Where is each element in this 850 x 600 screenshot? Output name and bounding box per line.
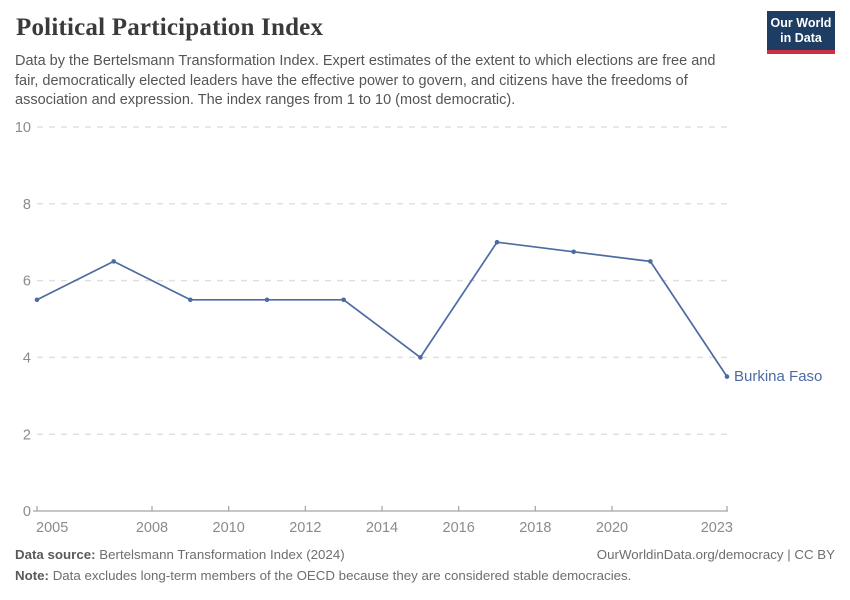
data-line-burkina-faso[interactable] bbox=[36, 241, 728, 378]
owid-logo-box: Our World in Data bbox=[767, 11, 835, 50]
owid-logo[interactable]: Our World in Data bbox=[767, 11, 835, 54]
data-point[interactable] bbox=[648, 259, 653, 264]
data-source-label: Data source: bbox=[15, 547, 96, 562]
data-source-value: Bertelsmann Transformation Index (2024) bbox=[99, 547, 345, 562]
note-label: Note: bbox=[15, 568, 49, 583]
x-tick-label: 2018 bbox=[519, 520, 551, 536]
x-tick-label: 2014 bbox=[366, 520, 398, 536]
y-tick-label: 0 bbox=[23, 504, 31, 520]
entity-label[interactable]: Burkina Faso bbox=[734, 368, 822, 385]
data-point[interactable] bbox=[188, 297, 193, 303]
x-tick-label: 2023 bbox=[701, 520, 733, 536]
data-point[interactable] bbox=[571, 249, 576, 255]
x-tick-label: 2005 bbox=[36, 520, 68, 536]
data-point[interactable] bbox=[418, 355, 423, 360]
y-tick-label: 8 bbox=[23, 197, 31, 213]
x-tick-label: 2016 bbox=[443, 520, 475, 536]
data-point[interactable] bbox=[724, 374, 730, 379]
data-point[interactable] bbox=[111, 259, 116, 264]
subtitle-line: Data by the Bertelsmann Transformation I… bbox=[15, 53, 716, 69]
chart-footer: Data source: Bertelsmann Transformation … bbox=[15, 546, 835, 584]
chart-subtitle: Data by the Bertelsmann Transformation I… bbox=[15, 52, 775, 111]
y-tick-label: 6 bbox=[23, 274, 31, 290]
owid-logo-stripe bbox=[767, 50, 835, 54]
data-point[interactable] bbox=[34, 297, 40, 303]
x-tick-label: 2020 bbox=[596, 520, 628, 536]
data-source-line: Data source: Bertelsmann Transformation … bbox=[15, 546, 345, 563]
note-line: Note: Data excludes long-term members of… bbox=[15, 567, 835, 584]
page-title: Political Participation Index bbox=[16, 14, 324, 41]
attribution-link[interactable]: OurWorldinData.org/democracy | CC BY bbox=[596, 547, 835, 562]
subtitle-line: association and expression. The index ra… bbox=[15, 92, 516, 108]
owid-logo-line2: in Data bbox=[780, 31, 822, 45]
data-point[interactable] bbox=[264, 297, 270, 303]
x-tick-label: 2012 bbox=[289, 520, 321, 536]
y-tick-label: 2 bbox=[23, 427, 31, 443]
x-tick-label: 2010 bbox=[213, 520, 245, 536]
y-tick-label: 10 bbox=[15, 120, 31, 136]
data-point[interactable] bbox=[341, 297, 346, 303]
x-tick-label: 2008 bbox=[136, 520, 168, 536]
note-value: Data excludes long-term members of the O… bbox=[52, 568, 632, 583]
subtitle-line: fair, democratically elected leaders hav… bbox=[15, 72, 688, 89]
owid-logo-line1: Our World bbox=[770, 16, 832, 30]
data-point[interactable] bbox=[494, 239, 500, 245]
y-tick-label: 4 bbox=[23, 350, 31, 366]
